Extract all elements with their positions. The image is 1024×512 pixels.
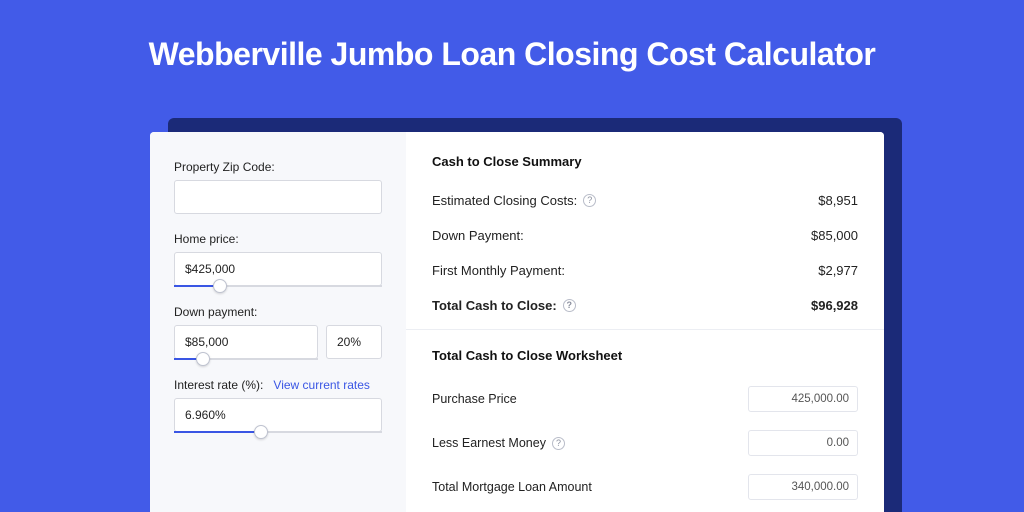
- summary-row-value: $2,977: [818, 263, 858, 278]
- down-payment-slider-thumb[interactable]: [196, 352, 210, 366]
- down-payment-percent-input[interactable]: [326, 325, 382, 359]
- help-icon[interactable]: ?: [552, 437, 565, 450]
- summary-row-label: Estimated Closing Costs:: [432, 193, 577, 208]
- zip-label: Property Zip Code:: [174, 160, 382, 174]
- interest-rate-slider[interactable]: [174, 431, 382, 433]
- down-payment-label: Down payment:: [174, 305, 382, 319]
- summary-row-value: $8,951: [818, 193, 858, 208]
- summary-total-value: $96,928: [811, 298, 858, 313]
- zip-input[interactable]: [174, 180, 382, 214]
- summary-total-row: Total Cash to Close: ? $96,928: [432, 288, 858, 323]
- interest-rate-slider-thumb[interactable]: [254, 425, 268, 439]
- interest-rate-input[interactable]: [174, 398, 382, 432]
- worksheet-row-input[interactable]: [748, 386, 858, 412]
- worksheet-section: Total Cash to Close Worksheet Purchase P…: [432, 348, 858, 509]
- down-payment-amount-input[interactable]: [174, 325, 318, 359]
- interest-rate-slider-fill: [174, 431, 261, 433]
- summary-row-label: Down Payment:: [432, 228, 524, 243]
- interest-rate-label-row: Interest rate (%): View current rates: [174, 378, 382, 392]
- summary-row: First Monthly Payment: $2,977: [432, 253, 858, 288]
- inputs-panel: Property Zip Code: Home price: Down paym…: [150, 132, 406, 512]
- summary-title: Cash to Close Summary: [432, 154, 858, 169]
- help-icon[interactable]: ?: [583, 194, 596, 207]
- results-panel: Cash to Close Summary Estimated Closing …: [406, 132, 884, 512]
- down-payment-field: Down payment:: [174, 305, 382, 360]
- help-icon[interactable]: ?: [563, 299, 576, 312]
- worksheet-rows: Purchase Price Less Earnest Money? Total M…: [432, 377, 858, 509]
- interest-rate-field: Interest rate (%): View current rates: [174, 378, 382, 433]
- worksheet-row-label: Purchase Price: [432, 392, 517, 406]
- worksheet-row: Less Earnest Money?: [432, 421, 858, 465]
- worksheet-row: Purchase Price: [432, 377, 858, 421]
- page-background: Webberville Jumbo Loan Closing Cost Calc…: [0, 0, 1024, 512]
- interest-rate-label: Interest rate (%):: [174, 378, 263, 392]
- worksheet-row-label: Total Mortgage Loan Amount: [432, 480, 592, 494]
- summary-rows: Estimated Closing Costs:? $8,951 Down Paym…: [432, 183, 858, 288]
- home-price-slider[interactable]: [174, 285, 382, 287]
- page-title: Webberville Jumbo Loan Closing Cost Calc…: [0, 0, 1024, 73]
- summary-row-value: $85,000: [811, 228, 858, 243]
- worksheet-row-input[interactable]: [748, 474, 858, 500]
- worksheet-title: Total Cash to Close Worksheet: [432, 348, 858, 363]
- home-price-field: Home price:: [174, 232, 382, 287]
- section-divider: [406, 329, 884, 330]
- zip-field: Property Zip Code:: [174, 160, 382, 214]
- worksheet-row-label: Less Earnest Money: [432, 436, 546, 450]
- worksheet-row-input[interactable]: [748, 430, 858, 456]
- summary-row-label: First Monthly Payment:: [432, 263, 565, 278]
- home-price-slider-thumb[interactable]: [213, 279, 227, 293]
- worksheet-row: Total Mortgage Loan Amount: [432, 465, 858, 509]
- down-payment-slider[interactable]: [174, 358, 318, 360]
- calculator-card: Property Zip Code: Home price: Down paym…: [150, 132, 884, 512]
- summary-total-label: Total Cash to Close:: [432, 298, 557, 313]
- home-price-input[interactable]: [174, 252, 382, 286]
- home-price-label: Home price:: [174, 232, 382, 246]
- summary-row: Estimated Closing Costs:? $8,951: [432, 183, 858, 218]
- summary-row: Down Payment: $85,000: [432, 218, 858, 253]
- view-current-rates-link[interactable]: View current rates: [273, 378, 370, 392]
